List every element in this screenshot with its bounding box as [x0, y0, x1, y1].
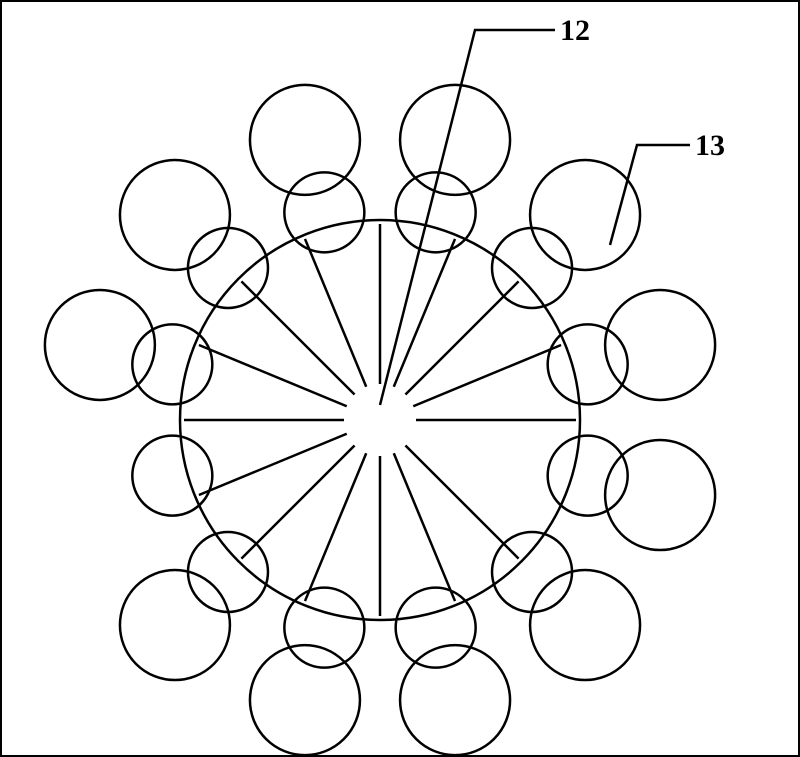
leader-13 [610, 145, 690, 245]
outer-large-circle [530, 160, 640, 270]
inner-small-circle [132, 324, 212, 404]
spoke [241, 445, 354, 558]
label-13: 13 [695, 129, 725, 162]
outer-large-circle [530, 570, 640, 680]
spoke [199, 434, 347, 495]
inner-small-circle [188, 228, 268, 308]
spoke [199, 345, 347, 406]
inner-small-circle [548, 436, 628, 516]
spoke [405, 281, 518, 394]
outer-large-circle [120, 570, 230, 680]
label-12: 12 [560, 14, 590, 47]
inner-small-circle [548, 324, 628, 404]
spoke [305, 453, 366, 601]
inner-small-circle [492, 228, 572, 308]
inner-small-circle [188, 532, 268, 612]
inner-small-circle [396, 588, 476, 668]
spoke [413, 345, 561, 406]
frame-border [1, 1, 799, 756]
spoke [394, 453, 455, 601]
inner-small-circle [284, 172, 364, 252]
spoke [241, 281, 354, 394]
inner-small-circle [284, 588, 364, 668]
inner-small-circle [492, 532, 572, 612]
inner-small-circle [132, 436, 212, 516]
outer-large-circle [120, 160, 230, 270]
spoke [305, 239, 366, 387]
spoke [405, 445, 518, 558]
